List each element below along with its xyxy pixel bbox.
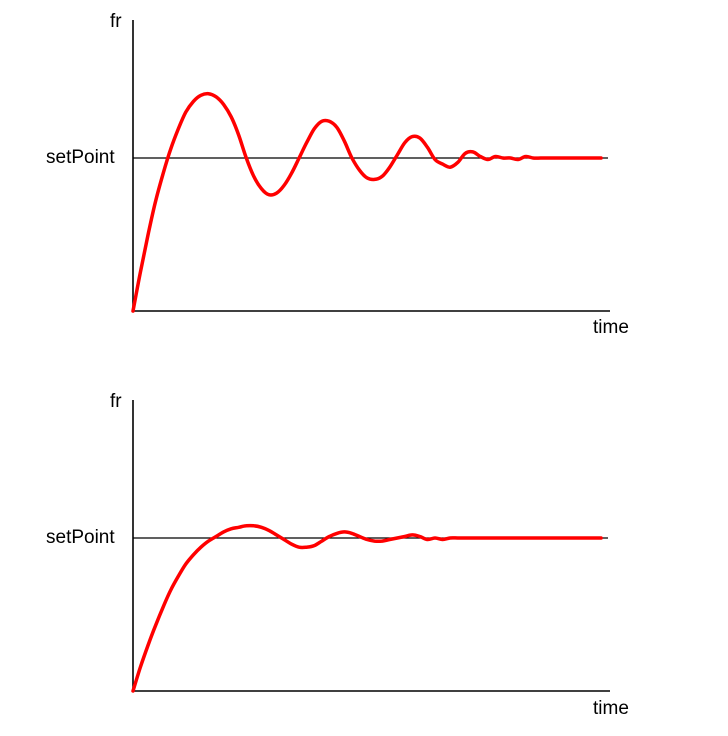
response-curve — [131, 523, 603, 693]
response-curve — [131, 91, 603, 313]
chart-1: fr setPoint time — [46, 11, 629, 338]
x-axis-label: time — [593, 317, 629, 338]
x-axis-label: time — [593, 698, 629, 719]
chart-2: fr setPoint time — [46, 391, 629, 719]
y-axis-label: fr — [110, 11, 122, 32]
setpoint-label: setPoint — [46, 527, 115, 548]
y-axis-label: fr — [110, 391, 122, 412]
setpoint-label: setPoint — [46, 147, 115, 168]
